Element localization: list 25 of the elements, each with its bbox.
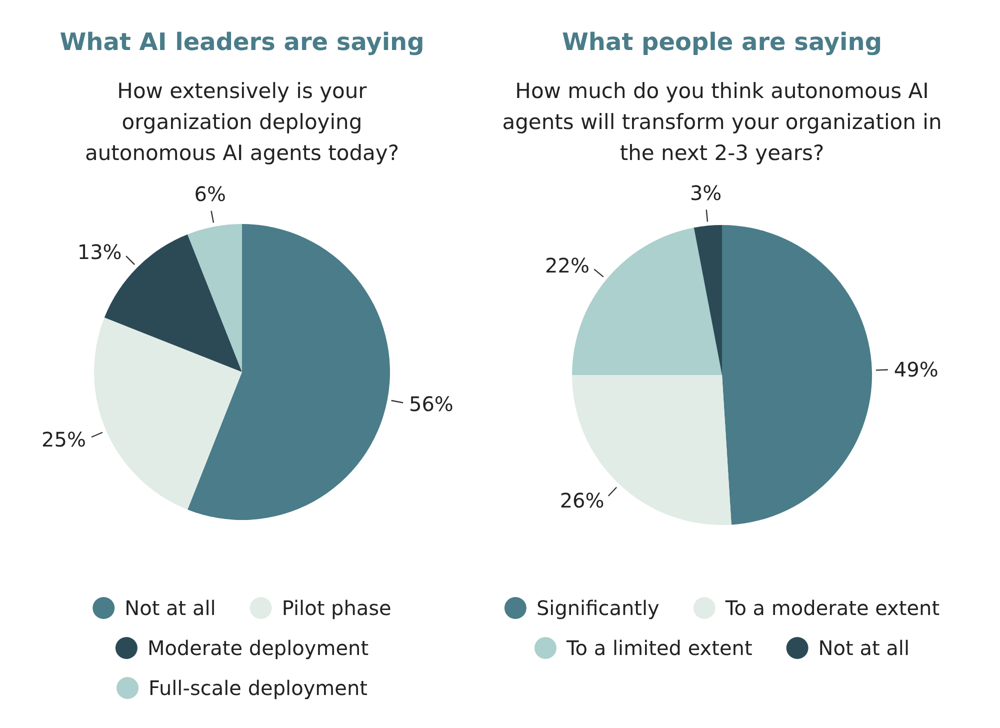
data-label: 25% [42, 428, 86, 452]
pie-slice [94, 318, 242, 510]
legend-label: Moderate deployment [147, 636, 369, 660]
pie-slice [722, 225, 872, 525]
data-label: 3% [690, 180, 722, 205]
pie-slice [694, 225, 722, 375]
chart-title: What AI leaders are saying [60, 28, 424, 56]
legend-label: Full-scale deployment [148, 676, 368, 700]
data-label: 56% [408, 392, 454, 416]
legend-label: Not at all [818, 636, 910, 660]
legend-label: Pilot phase [282, 596, 392, 620]
data-label: 6% [194, 182, 226, 206]
chart-title: What people are saying [562, 28, 882, 56]
legend-label: Significantly [536, 596, 660, 620]
data-label: 49% [894, 358, 938, 382]
legend-label: To a moderate extent [724, 596, 940, 620]
pie-slice [188, 224, 242, 372]
data-label: 13% [77, 240, 122, 264]
pie-slice [188, 224, 390, 520]
chart-subtitle: How much do you think autonomous AI agents will transform your organization in the next 2-3 years? [502, 79, 942, 165]
legend-label: Not at all [124, 596, 216, 620]
data-label: 26% [560, 488, 604, 512]
legend-label: To a limited extent [565, 636, 752, 660]
data-label: 22% [545, 253, 590, 278]
chart-subtitle: How extensively is your organization deploying autonomous AI agents today? [84, 79, 400, 165]
